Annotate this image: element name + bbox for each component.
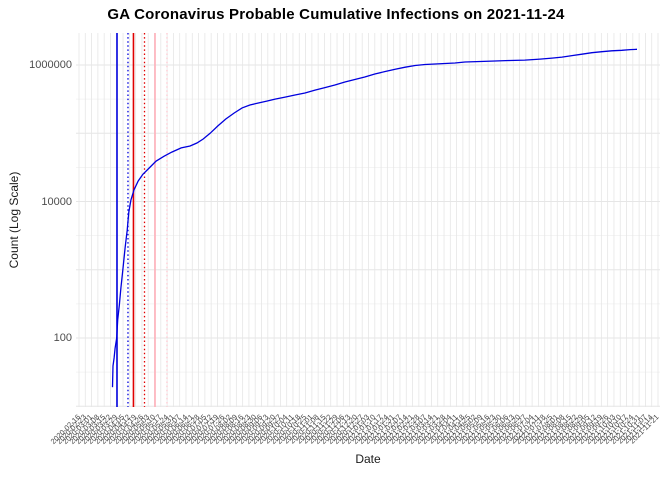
x-axis-title: Date: [355, 452, 381, 466]
y-tick-label: 10000: [41, 195, 72, 208]
y-tick-label: 100: [53, 332, 72, 344]
page-title: GA Coronavirus Probable Cumulative Infec…: [107, 6, 565, 23]
y-tick-label: 1000000: [29, 59, 72, 71]
series-line: [111, 48, 638, 388]
